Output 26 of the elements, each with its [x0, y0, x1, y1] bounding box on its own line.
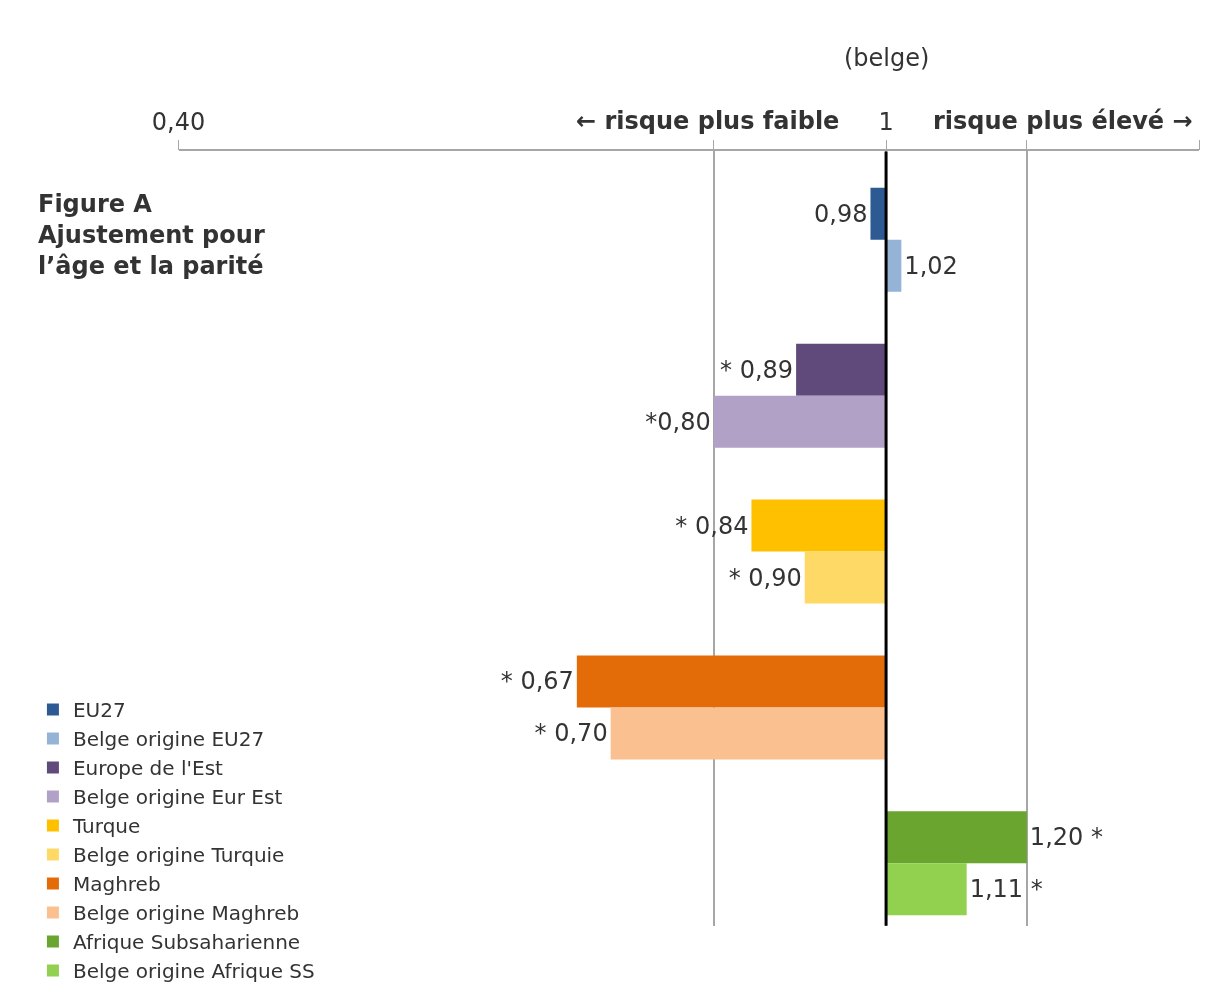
data-label: * 0,89: [720, 355, 794, 384]
legend-label: Europe de l'Est: [72, 756, 224, 781]
text: risque plus élevé →: [933, 107, 1193, 135]
legend-label: Belge origine EU27: [72, 727, 265, 752]
x-tick-label: 0,40: [151, 108, 206, 137]
data-label: 0,98: [814, 199, 868, 228]
x-tick-label: 1: [878, 108, 894, 137]
legend-label: Maghreb: [72, 872, 161, 897]
legend-label: Turque: [71, 814, 141, 839]
legend-label: EU27: [72, 698, 126, 723]
legend-label: Belge origine Maghreb: [72, 901, 300, 926]
text: (belge): [844, 44, 930, 72]
data-label: * 0,84: [675, 511, 749, 540]
legend-label: Belge origine Turquie: [72, 843, 285, 868]
legend-label: Belge origine Eur Est: [72, 785, 283, 810]
data-label: 1,11 *: [969, 875, 1043, 904]
text: Figure A Ajustement pour l’âge et la parité: [38, 190, 265, 281]
text: ← risque plus faible: [576, 107, 840, 135]
legend-label: Afrique Subsaharienne: [72, 930, 301, 955]
data-label: 1,20 *: [1029, 823, 1103, 852]
data-label: * 0,67: [500, 667, 574, 696]
data-label: 1,02: [904, 251, 958, 280]
legend-label: Belge origine Afrique SS: [72, 959, 315, 984]
data-label: *0,80: [645, 407, 711, 436]
data-label: * 0,90: [728, 563, 802, 592]
data-label: * 0,70: [534, 719, 608, 748]
